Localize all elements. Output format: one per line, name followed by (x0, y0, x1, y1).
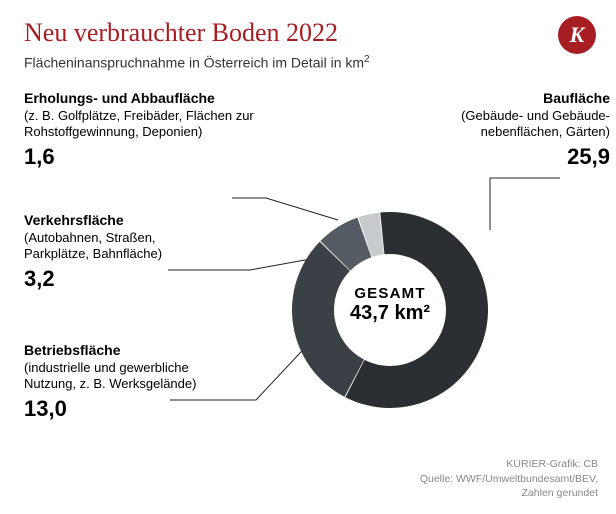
annotation-betrieb: Betriebsfläche (industrielle und gewerbl… (24, 342, 234, 422)
credits-line: KURIER-Grafik: CB (420, 457, 598, 471)
donut-chart (290, 210, 490, 415)
subtitle: Flächeninanspruchnahme in Österreich im … (24, 54, 592, 71)
annotation-desc: (industrielle und gewerbliche Nutzung, z… (24, 360, 234, 393)
chart-area: GESAMT 43,7 km² Baufläche (Gebäude- und … (0, 90, 616, 490)
annotation-desc: (Autobahnen, Straßen, Parkplätze, Bahnfl… (24, 230, 224, 263)
annotation-value: 1,6 (24, 144, 254, 170)
annotation-value: 13,0 (24, 396, 234, 422)
credits: KURIER-Grafik: CB Quelle: WWF/Umweltbund… (420, 457, 598, 500)
annotation-desc: (Gebäude- und Gebäude­nebenflächen, Gärt… (430, 108, 610, 141)
page-title: Neu verbrauchter Boden 2022 (24, 18, 592, 48)
credits-line: Quelle: WWF/Umweltbundesamt/BEV, (420, 472, 598, 486)
header: Neu verbrauchter Boden 2022 Flächeninans… (0, 0, 616, 71)
annotation-verkehr: Verkehrsfläche (Autobahnen, Straßen, Par… (24, 212, 224, 292)
credits-line: Zahlen gerundet (420, 486, 598, 500)
donut-hole (335, 255, 446, 366)
annotation-erholung: Erholungs- und Abbaufläche (z. B. Golfpl… (24, 90, 254, 170)
brand-logo-letter: K (570, 22, 585, 48)
subtitle-text: Flächeninanspruchnahme in Österreich im … (24, 55, 364, 71)
leader-bauflaeche (490, 178, 560, 230)
annotation-title: Betriebsfläche (24, 342, 234, 360)
annotation-value: 25,9 (430, 144, 610, 170)
annotation-desc: (z. B. Golfplätze, Freibäder, Flächen zu… (24, 108, 254, 141)
annotation-value: 3,2 (24, 266, 224, 292)
annotation-bauflaeche: Baufläche (Gebäude- und Gebäude­nebenflä… (430, 90, 610, 170)
annotation-title: Erholungs- und Abbaufläche (24, 90, 254, 108)
subtitle-sup: 2 (364, 54, 370, 65)
brand-logo: K (558, 16, 596, 54)
annotation-title: Baufläche (430, 90, 610, 108)
annotation-title: Verkehrsfläche (24, 212, 224, 230)
